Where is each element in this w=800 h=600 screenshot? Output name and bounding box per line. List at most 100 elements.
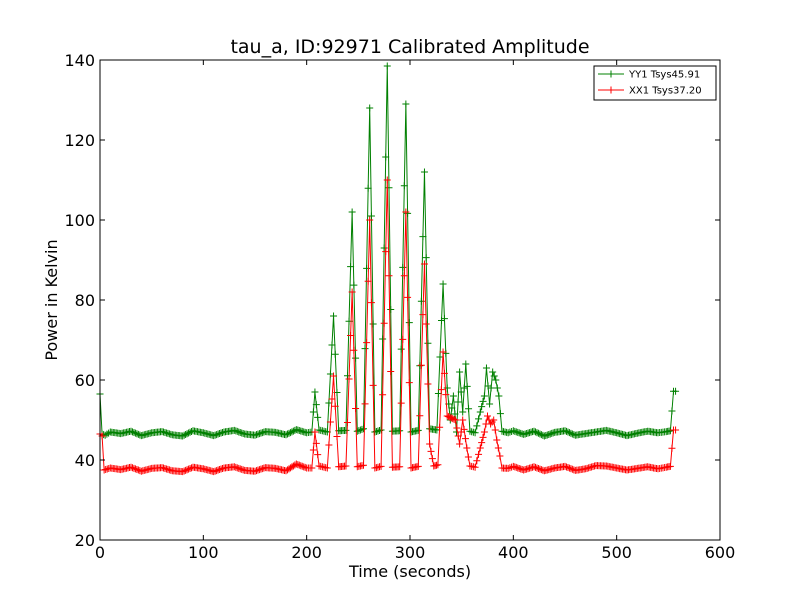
- x-tick-label: 200: [291, 543, 322, 562]
- data-point: [567, 429, 575, 437]
- data-point: [309, 408, 317, 416]
- data-point: [471, 429, 479, 437]
- data-point: [459, 408, 467, 416]
- data-point: [514, 428, 522, 436]
- data-point: [666, 427, 674, 435]
- data-point: [255, 466, 263, 474]
- data-point: [230, 426, 238, 434]
- data-point: [179, 468, 187, 476]
- data-point: [495, 392, 503, 400]
- data-point: [530, 427, 538, 435]
- data-point: [323, 464, 331, 472]
- data-point: [496, 410, 504, 418]
- data-point: [564, 464, 572, 472]
- data-point: [422, 320, 430, 328]
- data-point: [420, 260, 428, 268]
- data-point: [416, 362, 424, 370]
- data-point: [439, 348, 447, 356]
- data-point: [460, 384, 468, 392]
- data-point: [453, 424, 461, 432]
- y-tick-label: 80: [75, 291, 95, 310]
- data-point: [105, 429, 113, 437]
- data-point: [490, 416, 498, 424]
- data-point: [288, 428, 296, 436]
- data-point: [347, 263, 355, 271]
- axis-ticks: 0 100 200 300 400 500 600 20 40 60 80 100 120 140: [64, 51, 735, 562]
- data-point: [127, 463, 135, 471]
- data-point: [402, 208, 410, 216]
- data-point: [128, 428, 136, 436]
- legend-entry-2: XX1 Tsys37.20: [598, 86, 702, 97]
- y-tick-label: 60: [75, 371, 95, 390]
- data-point: [440, 315, 448, 323]
- data-point: [211, 431, 219, 439]
- y-tick-label: 20: [75, 531, 95, 550]
- data-point: [496, 452, 504, 460]
- data-point: [134, 466, 142, 474]
- data-point: [239, 429, 247, 437]
- data-point: [350, 346, 358, 354]
- chart-title: tau_a, ID:92971 Calibrated Amplitude: [230, 36, 589, 58]
- data-point: [462, 360, 470, 368]
- data-point: [491, 426, 499, 434]
- data-point: [213, 467, 221, 475]
- data-point: [343, 419, 351, 426]
- data-point: [214, 430, 222, 438]
- data-point: [546, 430, 554, 438]
- data-point: [469, 428, 477, 436]
- data-point: [255, 430, 263, 438]
- data-point: [440, 369, 448, 377]
- data-point: [238, 429, 246, 437]
- legend-entry-1: YY1 Tsys45.91: [598, 70, 700, 81]
- data-point: [133, 465, 141, 473]
- data-point: [387, 305, 395, 313]
- data-point: [257, 465, 265, 473]
- data-point: [185, 429, 193, 437]
- data-point: [382, 248, 390, 256]
- data-point: [325, 441, 333, 449]
- series-1: [96, 62, 680, 440]
- data-point: [257, 429, 265, 437]
- data-point: [397, 399, 405, 407]
- data-point: [400, 272, 408, 280]
- data-point: [328, 395, 336, 403]
- x-tick-label: 0: [95, 543, 105, 562]
- data-point: [456, 440, 464, 448]
- series-2: [96, 176, 680, 476]
- data-point: [434, 461, 442, 469]
- x-tick-label: 400: [498, 543, 529, 562]
- data-point: [377, 426, 385, 434]
- data-point: [182, 466, 190, 474]
- data-point: [311, 428, 319, 436]
- data-point: [479, 397, 487, 405]
- y-tick-label: 40: [75, 451, 95, 470]
- data-point: [251, 467, 259, 475]
- x-tick-label: 300: [395, 543, 426, 562]
- data-point: [492, 376, 500, 384]
- data-point: [342, 462, 350, 470]
- data-point: [131, 429, 139, 437]
- data-point: [672, 387, 680, 395]
- data-point: [414, 426, 422, 434]
- data-point: [478, 439, 486, 447]
- data-point: [133, 430, 141, 438]
- data-point: [531, 463, 539, 471]
- data-point: [282, 431, 290, 439]
- data-point: [420, 168, 428, 176]
- data-point: [309, 446, 317, 454]
- data-point: [451, 410, 459, 418]
- data-point: [285, 429, 293, 437]
- x-axis-label: Time (seconds): [348, 562, 471, 581]
- data-point: [404, 209, 412, 217]
- data-point: [506, 464, 514, 472]
- legend-box: [593, 65, 717, 101]
- data-point: [419, 233, 427, 241]
- data-point: [385, 272, 393, 280]
- data-point: [350, 281, 358, 289]
- data-point: [562, 427, 570, 435]
- data-point: [565, 429, 573, 437]
- y-axis-label: Power in Kelvin: [42, 239, 61, 360]
- data-point: [232, 463, 240, 471]
- x-tick-label: 600: [705, 543, 736, 562]
